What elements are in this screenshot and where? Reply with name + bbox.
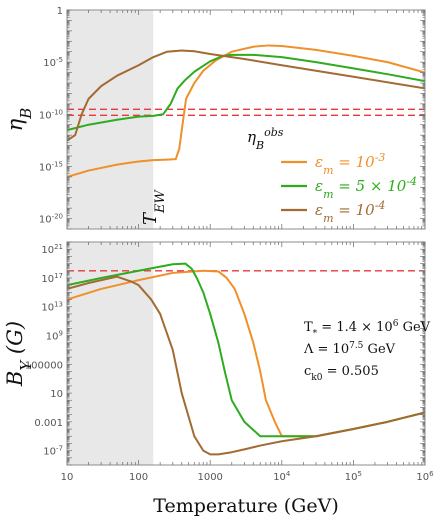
annotation-2: ck0 = 0.505 [304, 364, 379, 383]
series-group [67, 44, 425, 178]
x-tick-label: 10 [61, 472, 74, 483]
series-group [67, 262, 425, 456]
y-tick-label: 10-7 [43, 445, 63, 458]
annotation-1: Λ = 107.5 GeV [303, 341, 396, 357]
ew-label: TEW [140, 188, 168, 225]
y-tick-label: 10-10 [39, 108, 63, 121]
y-tick-label: 10 [50, 389, 63, 400]
y-tick-label: 10-15 [39, 160, 63, 173]
legend-label-1: εm = 5 × 10-4 [315, 175, 417, 201]
series-line-2 [67, 275, 425, 456]
y-axis-label: BY (G) [3, 321, 35, 387]
series-line-2 [67, 49, 425, 142]
series-line-1 [67, 53, 425, 132]
bottom-panel: 1021 1017 1013 109 100000 10 0.001 10-7 10 100 100… [3, 241, 434, 517]
x-tick-label: 1000 [197, 472, 222, 483]
x-axis-label: Temperature (GeV) [153, 495, 338, 517]
y-tick-label: 1017 [41, 272, 63, 285]
x-tick-label: 100 [129, 472, 148, 483]
y-tick-label: 1013 [41, 301, 63, 314]
y-tick-label: 0.001 [34, 418, 63, 429]
y-tick-label: 10-5 [43, 56, 63, 69]
annotation-0: T* = 1.4 × 106 GeV [304, 319, 431, 339]
series-line-0 [67, 44, 425, 178]
y-tick-label: 109 [46, 330, 63, 343]
ew-shaded-region [67, 10, 154, 229]
y-tick-label: 1 [57, 6, 63, 17]
y-tick-label: 100000 [25, 360, 63, 371]
x-tick-label: 105 [345, 470, 362, 483]
y-tick-label: 1021 [41, 243, 63, 256]
legend-label-0: εm = 10-3 [315, 151, 385, 177]
x-tick-label: 104 [273, 470, 291, 483]
y-axis-label: ηB [3, 108, 35, 132]
obs-label: ηBobs [247, 126, 284, 152]
x-tick-label: 106 [416, 470, 434, 483]
legend-label-2: εm = 10-4 [315, 199, 385, 225]
y-tick-label: 10-20 [39, 213, 63, 226]
